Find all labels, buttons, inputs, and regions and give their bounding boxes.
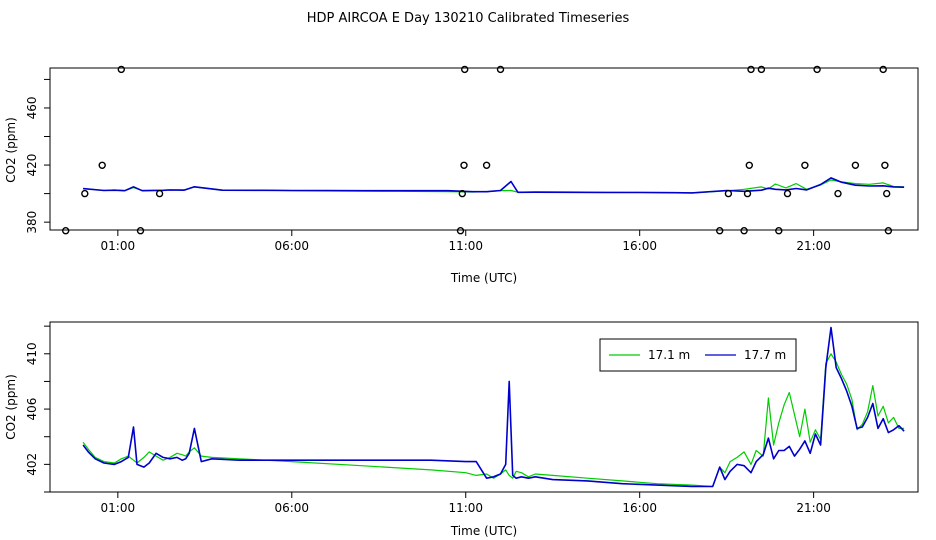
outlier-point xyxy=(883,189,891,198)
bottom-series-line-2 xyxy=(82,326,905,488)
outlier-point xyxy=(783,189,792,198)
outlier-point xyxy=(117,65,126,74)
outlier-point xyxy=(743,189,752,198)
top-panel: 01:00 06:00 11:00 16:00 21:00 380 420 460 Time… xyxy=(4,65,919,285)
outlier-point xyxy=(482,161,491,170)
outlier-point xyxy=(460,161,468,170)
bottom-y-tick-label: 410 xyxy=(25,342,39,365)
outlier-point xyxy=(879,65,887,74)
top-x-tick-label: 06:00 xyxy=(274,239,309,253)
bottom-x-tick-label: 16:00 xyxy=(622,501,657,515)
top-x-tick-label: 01:00 xyxy=(101,239,136,253)
outlier-point xyxy=(745,161,753,170)
outlier-point xyxy=(747,65,755,74)
top-series-line-2 xyxy=(83,177,905,194)
top-x-axis: 01:00 06:00 11:00 16:00 21:00 xyxy=(101,230,831,253)
top-series-lines xyxy=(83,177,905,194)
outlier-point xyxy=(456,226,465,235)
outlier-point xyxy=(461,65,469,74)
bottom-plot-frame xyxy=(49,321,919,493)
top-plot-frame xyxy=(49,67,919,231)
bottom-x-axis: 01:00 06:00 11:00 16:00 21:00 xyxy=(101,492,831,515)
outlier-point xyxy=(801,161,809,170)
outlier-point xyxy=(881,161,889,170)
top-y-axis-label: CO2 (ppm) xyxy=(4,117,18,183)
bottom-y-tick-label: 406 xyxy=(25,398,39,421)
chart-title: HDP AIRCOA E Day 130210 Calibrated Times… xyxy=(307,11,630,26)
top-y-tick-label: 380 xyxy=(25,211,39,234)
top-x-axis-label: Time (UTC) xyxy=(450,271,517,285)
legend-label-17-1m: 17.1 m xyxy=(648,348,690,362)
top-y-tick-label: 460 xyxy=(25,97,39,120)
legend-label-17-7m: 17.7 m xyxy=(744,348,786,362)
bottom-y-axis-label: CO2 (ppm) xyxy=(4,374,18,440)
bottom-panel: 01:00 06:00 11:00 16:00 21:00 402 406 410 Time… xyxy=(4,321,919,538)
outlier-point xyxy=(716,226,724,235)
outlier-point xyxy=(834,189,842,198)
bottom-x-axis-label: Time (UTC) xyxy=(450,524,517,538)
outlier-point xyxy=(757,65,766,74)
outlier-point xyxy=(98,161,106,170)
bottom-y-tick-label: 402 xyxy=(25,453,39,476)
outlier-point xyxy=(496,65,505,74)
outlier-point xyxy=(724,189,733,198)
top-x-tick-label: 21:00 xyxy=(796,239,831,253)
outlier-point xyxy=(61,226,70,235)
top-x-tick-label: 11:00 xyxy=(448,239,483,253)
outlier-point xyxy=(155,189,164,198)
outlier-point xyxy=(740,226,748,235)
bottom-x-tick-label: 11:00 xyxy=(448,501,483,515)
bottom-series-lines xyxy=(82,326,905,488)
bottom-y-axis: 402 406 410 xyxy=(25,325,50,493)
legend: 17.1 m 17.7 m xyxy=(599,338,797,372)
outlier-point xyxy=(775,226,783,235)
outlier-point xyxy=(81,189,89,198)
bottom-x-tick-label: 21:00 xyxy=(796,501,831,515)
top-y-tick-label: 420 xyxy=(25,154,39,177)
outlier-point xyxy=(813,65,821,74)
top-y-axis: 380 420 460 xyxy=(25,78,50,234)
top-outlier-points xyxy=(61,65,893,235)
outlier-point xyxy=(458,189,466,198)
outlier-point xyxy=(136,226,145,235)
bottom-x-tick-label: 06:00 xyxy=(274,501,309,515)
bottom-x-tick-label: 01:00 xyxy=(101,501,136,515)
outlier-point xyxy=(884,226,893,235)
top-x-tick-label: 16:00 xyxy=(622,239,657,253)
outlier-point xyxy=(851,161,860,170)
